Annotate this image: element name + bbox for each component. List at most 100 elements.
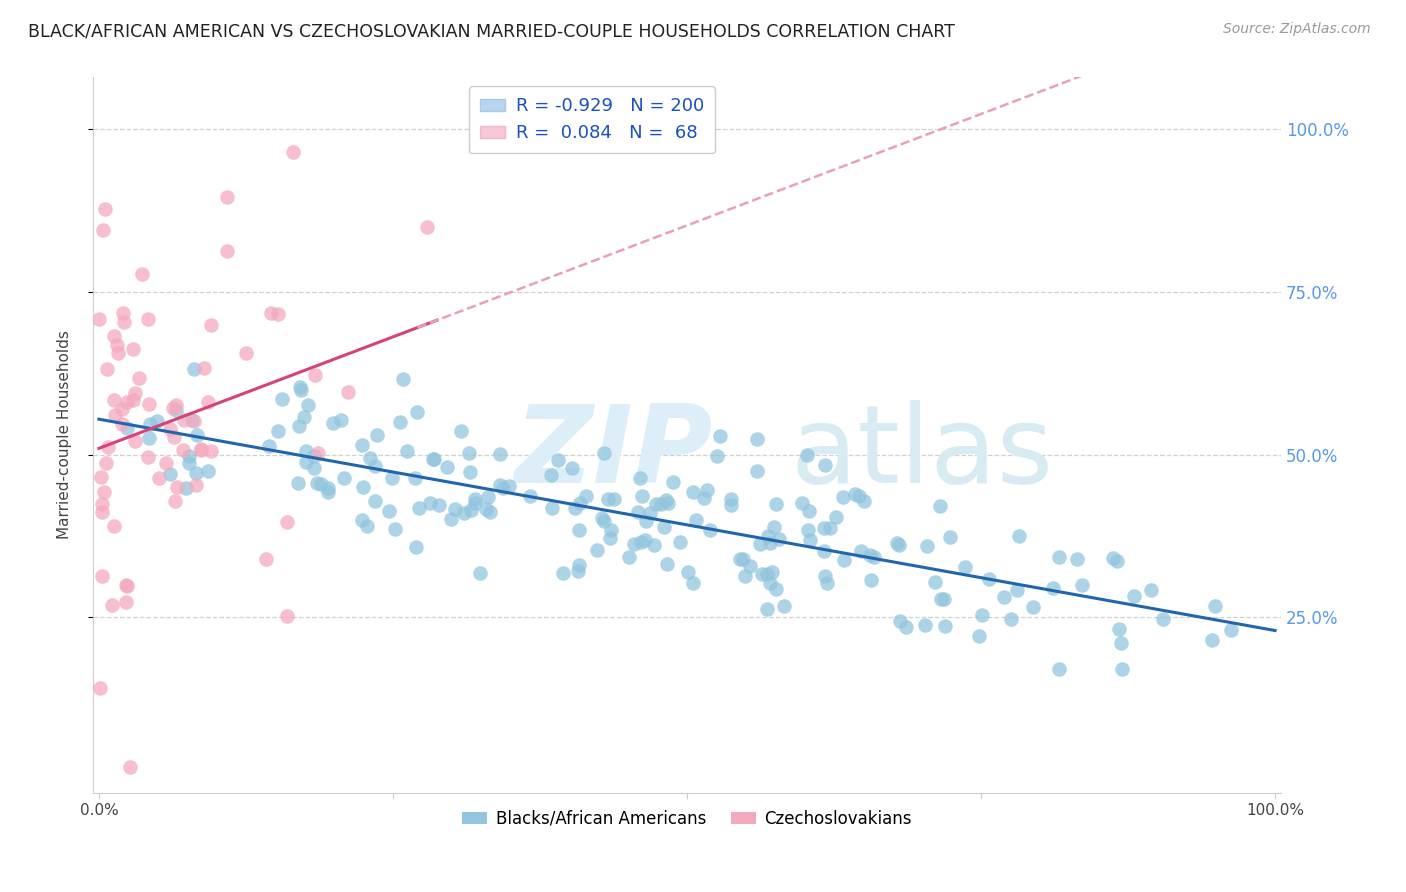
Blacks/African Americans [257,439,280,453]
Czechoslovakians [172,442,194,457]
Blacks/African Americans [853,494,876,508]
Blacks/African Americans [464,496,486,510]
Blacks/African Americans [159,467,181,482]
Czechoslovakians [281,145,304,159]
Text: ZIP: ZIP [515,400,713,506]
Blacks/African Americans [655,492,678,507]
Blacks/African Americans [668,535,690,549]
Czechoslovakians [103,519,125,533]
Blacks/African Americans [408,500,430,515]
Blacks/African Americans [1000,612,1022,626]
Blacks/African Americans [1204,599,1226,613]
Blacks/African Americans [302,449,325,463]
Blacks/African Americans [599,531,621,545]
Blacks/African Americans [939,530,962,544]
Blacks/African Americans [650,498,672,512]
Blacks/African Americans [290,383,312,397]
Blacks/African Americans [643,538,665,552]
Blacks/African Americans [799,533,821,547]
Blacks/African Americans [623,537,645,551]
Blacks/African Americans [356,519,378,533]
Blacks/African Americans [1047,550,1070,565]
Blacks/African Americans [364,494,387,508]
Czechoslovakians [115,579,138,593]
Czechoslovakians [122,393,145,408]
Blacks/African Americans [603,492,626,507]
Blacks/African Americans [695,483,717,497]
Blacks/African Americans [886,536,908,550]
Blacks/African Americans [1111,636,1133,650]
Czechoslovakians [111,402,134,417]
Blacks/African Americans [492,481,515,495]
Czechoslovakians [117,395,139,409]
Blacks/African Americans [863,549,886,564]
Blacks/African Americans [1152,612,1174,626]
Blacks/African Americans [738,558,761,573]
Blacks/African Americans [297,398,319,412]
Blacks/African Americans [405,540,427,554]
Czechoslovakians [97,441,120,455]
Blacks/African Americans [758,576,780,591]
Blacks/African Americans [815,576,838,591]
Blacks/African Americans [568,558,591,572]
Blacks/African Americans [848,489,870,503]
Blacks/African Americans [814,458,837,472]
Blacks/African Americans [1111,663,1133,677]
Blacks/African Americans [993,590,1015,604]
Czechoslovakians [107,346,129,360]
Blacks/African Americans [593,514,616,528]
Czechoslovakians [96,361,118,376]
Blacks/African Americans [440,511,463,525]
Blacks/African Americans [568,523,591,537]
Blacks/African Americans [138,432,160,446]
Blacks/African Americans [638,507,661,521]
Blacks/African Americans [630,489,652,503]
Czechoslovakians [159,422,181,436]
Blacks/African Americans [477,490,499,504]
Blacks/African Americans [751,567,773,582]
Blacks/African Americans [758,536,780,550]
Blacks/African Americans [292,410,315,425]
Blacks/African Americans [436,460,458,475]
Blacks/African Americans [498,478,520,492]
Blacks/African Americans [267,424,290,438]
Blacks/African Americans [1102,551,1125,566]
Czechoslovakians [103,392,125,407]
Blacks/African Americans [720,498,742,512]
Blacks/African Americans [924,574,946,589]
Blacks/African Americans [887,538,910,552]
Blacks/African Americans [1049,662,1071,676]
Blacks/African Americans [825,510,848,524]
Blacks/African Americans [682,575,704,590]
Blacks/African Americans [628,471,651,485]
Blacks/African Americans [762,520,785,534]
Blacks/African Americans [364,458,387,473]
Blacks/African Americans [1042,581,1064,595]
Czechoslovakians [124,385,146,400]
Text: Source: ZipAtlas.com: Source: ZipAtlas.com [1223,22,1371,37]
Blacks/African Americans [569,495,592,509]
Blacks/African Americans [768,532,790,546]
Blacks/African Americans [444,502,467,516]
Czechoslovakians [183,413,205,427]
Blacks/African Americans [598,492,620,507]
Blacks/African Americans [423,452,446,467]
Blacks/African Americans [849,543,872,558]
Blacks/African Americans [567,564,589,578]
Czechoslovakians [91,223,114,237]
Czechoslovakians [112,315,135,329]
Blacks/African Americans [475,502,498,516]
Blacks/African Americans [1005,583,1028,598]
Czechoslovakians [415,220,437,235]
Czechoslovakians [162,401,184,415]
Czechoslovakians [120,759,142,773]
Blacks/African Americans [464,492,486,507]
Text: BLACK/AFRICAN AMERICAN VS CZECHOSLOVAKIAN MARRIED-COUPLE HOUSEHOLDS CORRELATION : BLACK/AFRICAN AMERICAN VS CZECHOSLOVAKIA… [28,22,955,40]
Czechoslovakians [307,446,329,460]
Blacks/African Americans [929,499,952,513]
Blacks/African Americans [302,461,325,475]
Blacks/African Americans [627,505,650,519]
Blacks/African Americans [184,467,207,481]
Blacks/African Americans [1108,622,1130,636]
Blacks/African Americans [720,492,742,507]
